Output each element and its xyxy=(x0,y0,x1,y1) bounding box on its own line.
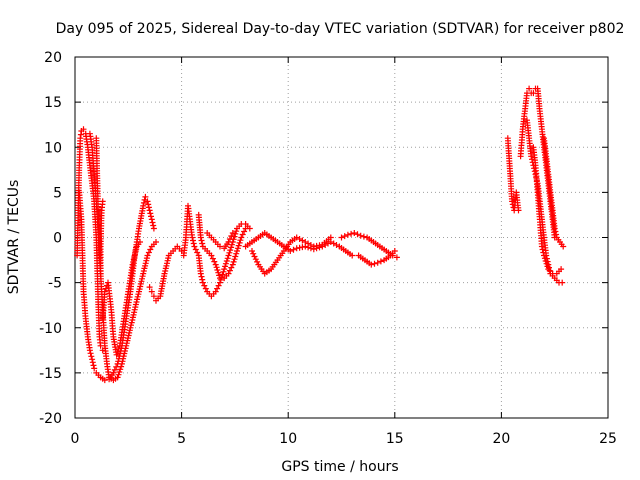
y-tick-label: -5 xyxy=(48,276,62,292)
y-tick-label: 20 xyxy=(44,50,62,66)
data-series-arc-7 xyxy=(195,211,249,282)
y-tick-label: -15 xyxy=(39,366,62,382)
y-tick-label: -10 xyxy=(39,321,62,337)
x-axis-label: GPS time / hours xyxy=(281,459,398,475)
y-tick-label: 10 xyxy=(44,140,62,156)
y-tick-labels: -20 -15 -10 -5 0 5 10 15 20 xyxy=(39,50,62,427)
data-series-arc-5 xyxy=(99,239,143,358)
x-tick-labels: 0 5 10 15 20 25 xyxy=(71,431,617,447)
chart-title: Day 095 of 2025, Sidereal Day-to-day VTE… xyxy=(56,21,625,37)
data-series-arc-4 xyxy=(93,135,106,277)
data-series-arc-13 xyxy=(504,135,522,214)
y-tick-label: 0 xyxy=(53,231,62,247)
x-tick-label: 25 xyxy=(599,431,617,447)
data-markers xyxy=(74,85,567,384)
y-axis-label: SDTVAR / TECUs xyxy=(6,180,22,295)
data-series-arc-10 xyxy=(249,234,334,277)
data-series-arc-17 xyxy=(541,135,567,250)
data-series-arc-16 xyxy=(530,144,565,277)
y-tick-label: 15 xyxy=(44,95,62,111)
y-tick-label: 5 xyxy=(53,185,62,201)
x-tick-label: 0 xyxy=(71,431,80,447)
x-tick-label: 20 xyxy=(492,431,510,447)
y-tick-label: -20 xyxy=(39,411,62,427)
x-tick-label: 5 xyxy=(177,431,186,447)
data-series-arc-12 xyxy=(355,248,398,268)
x-tick-label: 10 xyxy=(279,431,297,447)
x-tick-label: 15 xyxy=(386,431,404,447)
data-series-arc-14 xyxy=(517,85,558,241)
data-series-arc-6 xyxy=(146,202,253,304)
data-series-arc-8 xyxy=(204,230,236,252)
